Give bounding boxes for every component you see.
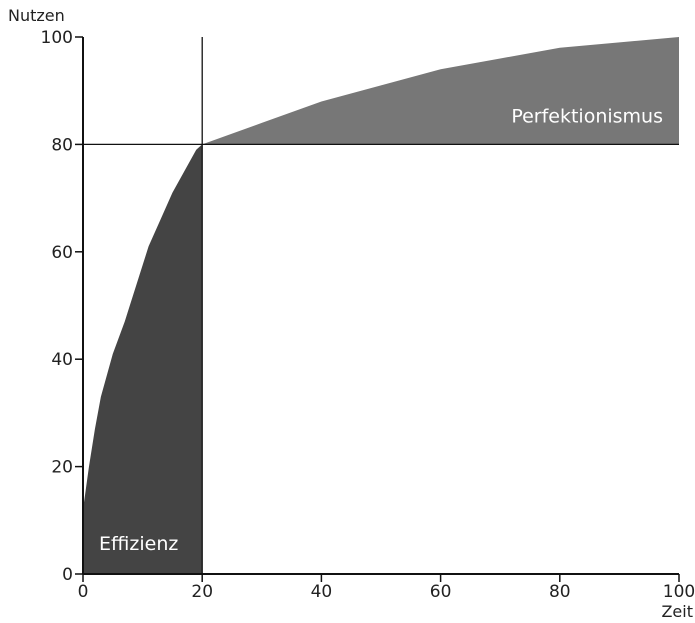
region-area-perfektionismus xyxy=(202,37,679,145)
y-tick-label: 80 xyxy=(51,135,73,155)
y-tick-label: 100 xyxy=(41,28,73,48)
region-label-perfektionismus: Perfektionismus xyxy=(511,105,663,127)
x-tick-label: 0 xyxy=(78,582,89,602)
x-tick-label: 60 xyxy=(430,582,452,602)
y-tick-label: 0 xyxy=(62,565,73,585)
y-tick-label: 20 xyxy=(51,458,73,478)
region-labels: Effizienz Perfektionismus xyxy=(99,105,663,555)
region-label-effizienz: Effizienz xyxy=(99,533,178,555)
y-tick-label: 40 xyxy=(51,350,73,370)
x-tick-label: 100 xyxy=(663,582,695,602)
axes xyxy=(82,37,679,575)
y-axis-title: Nutzen xyxy=(8,6,65,25)
x-axis-title: Zeit xyxy=(661,602,693,621)
y-tick-label: 60 xyxy=(51,243,73,263)
ticks: 0 20 40 60 80 100 0 20 40 60 80 100 xyxy=(41,28,695,602)
reference-lines xyxy=(83,37,679,574)
region-area-effizienz xyxy=(83,144,203,574)
x-tick-label: 20 xyxy=(191,582,213,602)
x-tick-label: 80 xyxy=(549,582,571,602)
x-tick-label: 40 xyxy=(311,582,333,602)
region-areas xyxy=(83,37,679,574)
